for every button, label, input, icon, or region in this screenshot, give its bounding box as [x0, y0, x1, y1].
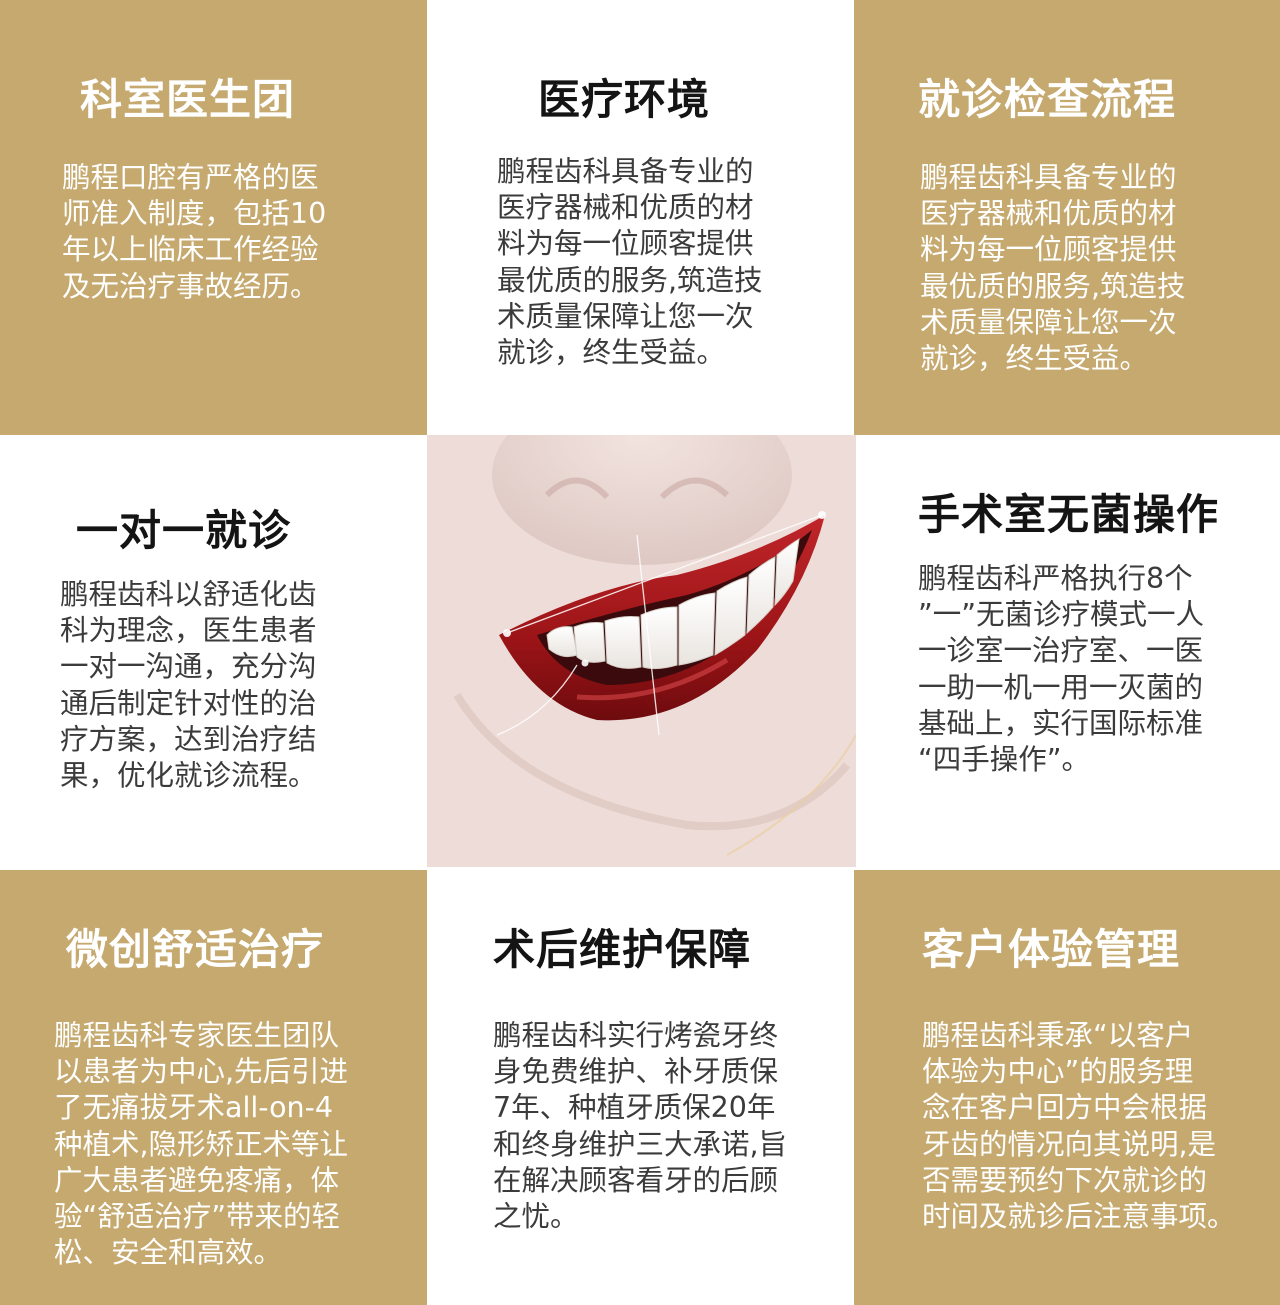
- card-body: 鹏程齿科严格执行8个 ”一”无菌诊疗模式一人 一诊室一治疗室、一医 一助一机一用…: [918, 562, 1205, 777]
- card-aftercare: 术后维护保障 鹏程齿科实行烤瓷牙终 身免费维护、补牙质保 7年、种植牙质保20年…: [427, 870, 854, 1305]
- card-sterile: 手术室无菌操作 鹏程齿科严格执行8个 ”一”无菌诊疗模式一人 一诊室一治疗室、一…: [856, 435, 1280, 870]
- card-body: 鹏程齿科具备专业的 医疗器械和优质的材 料为每一位顾客提供 最优质的服务,筑造技…: [920, 161, 1186, 376]
- card-body: 鹏程齿科实行烤瓷牙终 身免费维护、补牙质保 7年、种植牙质保20年 和终身维护三…: [493, 1019, 788, 1234]
- card-body: 鹏程齿科专家医生团队 以患者为中心,先后引进 了无痛拔牙术all-on-4 种植…: [54, 1019, 349, 1270]
- card-title: 医疗环境: [538, 75, 711, 124]
- card-title: 微创舒适治疗: [66, 925, 325, 974]
- card-process: 就诊检查流程 鹏程齿科具备专业的 医疗器械和优质的材 料为每一位顾客提供 最优质…: [854, 0, 1280, 435]
- card-minimally-invasive: 微创舒适治疗 鹏程齿科专家医生团队 以患者为中心,先后引进 了无痛拔牙术all-…: [0, 870, 427, 1305]
- card-body: 鹏程齿科以舒适化齿 科为理念，医生患者 一对一沟通，充分沟 通后制定针对性的治 …: [60, 578, 317, 793]
- card-one-on-one: 一对一就诊 鹏程齿科以舒适化齿 科为理念，医生患者 一对一沟通，充分沟 通后制定…: [0, 435, 427, 870]
- measure-lines: [496, 514, 823, 736]
- card-body: 鹏程齿科具备专业的 医疗器械和优质的材 料为每一位顾客提供 最优质的服务,筑造技…: [497, 155, 763, 370]
- card-title: 就诊检查流程: [918, 75, 1177, 124]
- card-title: 术后维护保障: [493, 925, 752, 974]
- card-body: 鹏程齿科秉承“以客户 体验为中心”的服务理 念在客户回方中会根据 牙齿的情况向其…: [922, 1019, 1236, 1234]
- card-title: 一对一就诊: [76, 506, 292, 555]
- card-title: 客户体验管理: [922, 925, 1181, 974]
- smile-illustration: [427, 435, 856, 867]
- card-title: 手术室无菌操作: [918, 490, 1220, 539]
- smile-photo: [427, 435, 856, 867]
- card-environment: 医疗环境 鹏程齿科具备专业的 医疗器械和优质的材 料为每一位顾客提供 最优质的服…: [427, 0, 854, 435]
- card-doctors: 科室医生团 鹏程口腔有严格的医 师准入制度，包括10 年以上临床工作经验 及无治…: [0, 0, 427, 435]
- card-experience: 客户体验管理 鹏程齿科秉承“以客户 体验为中心”的服务理 念在客户回方中会根据 …: [854, 870, 1280, 1305]
- card-body: 鹏程口腔有严格的医 师准入制度，包括10 年以上临床工作经验 及无治疗事故经历。: [62, 161, 327, 303]
- card-title: 科室医生团: [80, 75, 296, 124]
